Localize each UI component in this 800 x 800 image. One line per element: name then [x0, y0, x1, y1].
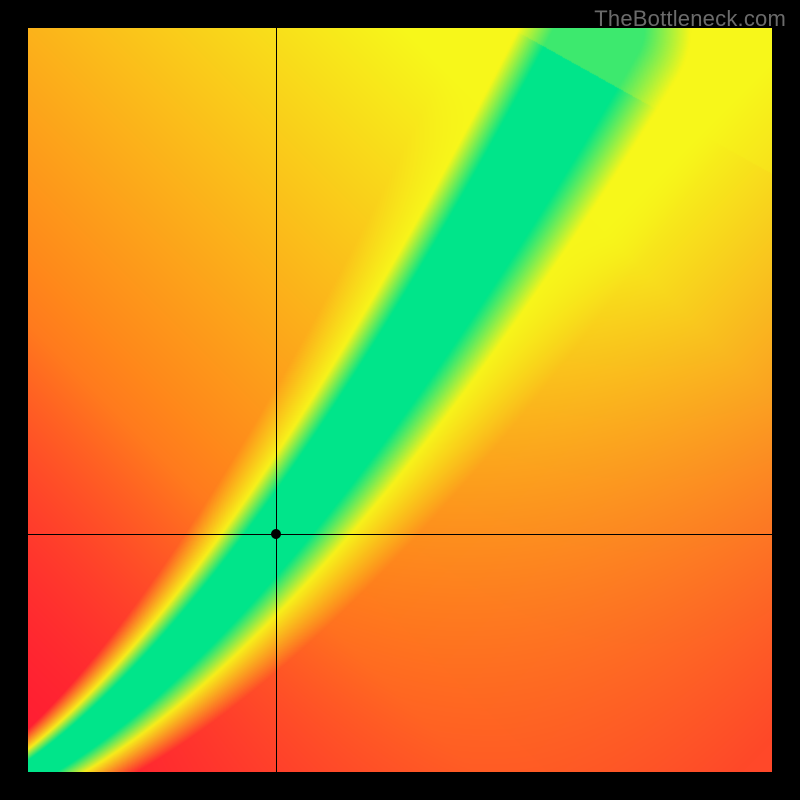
- heatmap-canvas: [28, 28, 772, 772]
- plot-area: [28, 28, 772, 772]
- watermark-text: TheBottleneck.com: [594, 6, 786, 32]
- chart-container: TheBottleneck.com: [0, 0, 800, 800]
